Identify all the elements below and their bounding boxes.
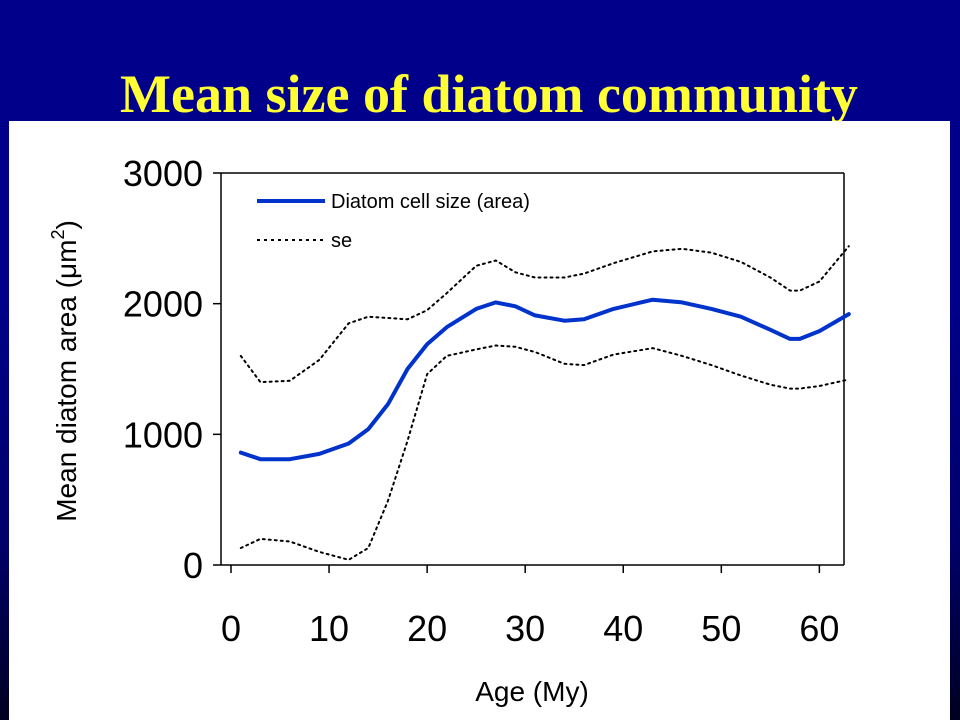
y-tick-label: 0 [183, 545, 203, 586]
legend-label-main: Diatom cell size (area) [331, 191, 530, 213]
x-tick-label: 0 [221, 608, 241, 649]
x-tick-label: 60 [799, 608, 839, 649]
y-axis-title: Mean diatom area (μm2) [48, 220, 82, 522]
se-upper-line [239, 245, 850, 384]
y-axis-title-main: Mean diatom area ( [51, 278, 82, 521]
legend-label-se: se [331, 230, 352, 252]
x-axis-title: Age (My) [475, 676, 589, 707]
diatom-size-chart: 0 1000 2000 3000 0 10 20 30 40 50 60 Diatom cell … [48, 153, 851, 707]
y-tick-label: 2000 [123, 284, 203, 325]
x-tick-label: 50 [701, 608, 741, 649]
y-axis-title-unit: μm [51, 240, 82, 279]
main-series-line [238, 297, 851, 462]
x-tick-label: 40 [603, 608, 643, 649]
series-layer [238, 245, 851, 561]
x-tick-label: 20 [407, 608, 447, 649]
y-tick-label: 3000 [123, 153, 203, 194]
y-axis-title-exponent: 2 [48, 230, 68, 240]
x-ticks: 0 10 20 30 40 50 60 [221, 565, 839, 649]
x-tick-label: 10 [309, 608, 349, 649]
chart-panel: 0 1000 2000 3000 0 10 20 30 40 50 60 Diatom cell … [9, 121, 950, 720]
se-lower-line [239, 344, 850, 561]
chart-legend: Diatom cell size (area) se [257, 191, 530, 252]
y-tick-label: 1000 [123, 414, 203, 455]
y-ticks: 0 1000 2000 3000 [123, 153, 221, 586]
slide-title: Mean size of diatom community [120, 64, 858, 124]
chart-axes [220, 172, 845, 566]
x-tick-label: 30 [505, 608, 545, 649]
y-axis-title-close: ) [51, 220, 82, 229]
